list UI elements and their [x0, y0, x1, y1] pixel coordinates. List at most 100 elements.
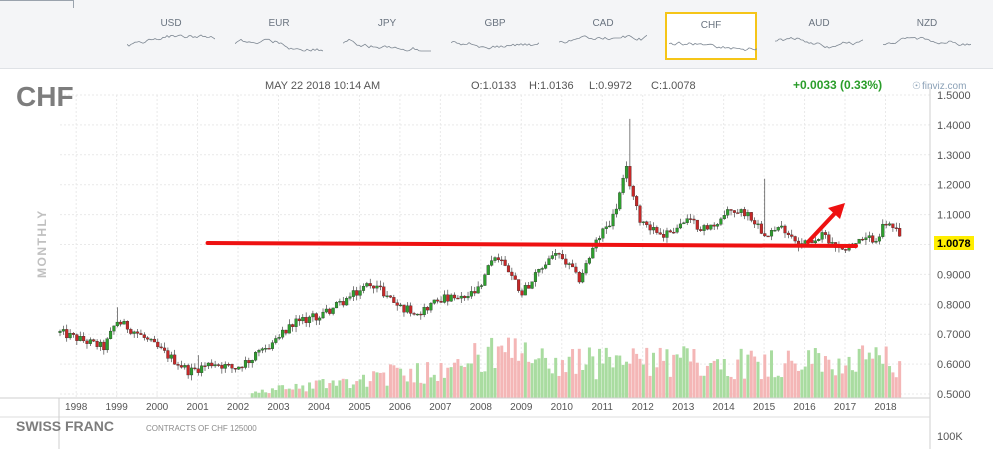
- volume-bar: [314, 380, 318, 398]
- volume-bar: [341, 378, 345, 398]
- candle-body: [631, 185, 635, 197]
- volume-bar: [254, 391, 258, 398]
- candle-body: [264, 348, 268, 350]
- volume-bar: [598, 348, 602, 398]
- candle-body: [429, 303, 433, 311]
- volume-bar: [328, 383, 332, 398]
- candle-body: [61, 329, 65, 332]
- volume-bar: [304, 391, 308, 398]
- volume-bar: [527, 361, 531, 398]
- candle-body: [490, 260, 494, 266]
- volume-bar: [682, 346, 686, 398]
- candle-body: [284, 329, 288, 334]
- ohlc-close: C:1.0078: [651, 80, 696, 92]
- currency-tile-cad[interactable]: CAD: [557, 12, 649, 60]
- currency-tile-chf[interactable]: CHF: [665, 12, 757, 60]
- candle-body: [132, 331, 136, 334]
- candle-body: [257, 350, 261, 353]
- candle-body: [213, 364, 217, 367]
- candle-body: [678, 223, 683, 229]
- volume-bar: [793, 363, 797, 398]
- candle-body: [780, 225, 784, 228]
- volume-bar: [422, 383, 426, 398]
- candle-body: [439, 301, 443, 303]
- candle-body: [173, 354, 177, 365]
- volume-bar: [783, 363, 787, 398]
- candle-body: [571, 263, 575, 268]
- candle-body: [189, 367, 194, 376]
- volume-bar: [729, 376, 733, 398]
- volume-bar: [480, 371, 484, 398]
- currency-tile-gbp[interactable]: GBP: [449, 12, 541, 60]
- volume-bar: [641, 364, 645, 398]
- volume-bar: [871, 358, 875, 398]
- candle-body: [446, 294, 450, 302]
- currency-tile-jpy[interactable]: JPY: [341, 12, 433, 60]
- candle-body: [655, 227, 659, 233]
- volume-bar: [496, 346, 500, 398]
- candle-body: [270, 342, 274, 349]
- candle-body: [790, 234, 794, 237]
- volume-bar: [645, 347, 649, 398]
- volume-bar: [726, 376, 730, 398]
- candle-body: [759, 223, 763, 234]
- candle-body: [361, 286, 366, 291]
- sparkline: [559, 34, 647, 44]
- volume-bar: [361, 374, 365, 398]
- x-tick-label: 2015: [753, 402, 776, 413]
- candle-body: [530, 281, 534, 289]
- volume-bar: [250, 393, 254, 398]
- currency-tile-usd[interactable]: USD: [125, 12, 217, 60]
- candle-body: [506, 265, 511, 273]
- volume-bar: [749, 350, 753, 398]
- current-price-label: 1.0078: [937, 238, 971, 250]
- candle-body: [203, 365, 207, 367]
- volume-bar: [888, 366, 892, 398]
- volume-bar: [493, 367, 497, 398]
- candle-body: [668, 230, 672, 233]
- volume-bar: [759, 379, 763, 398]
- candle-body: [769, 230, 774, 237]
- volume-bar: [695, 362, 699, 398]
- volume-bar: [625, 361, 629, 398]
- candle-body: [884, 223, 888, 226]
- volume-bar: [807, 350, 811, 398]
- volume-bar: [689, 361, 693, 398]
- sparkline: [775, 37, 863, 49]
- volume-bar: [540, 348, 544, 398]
- volume-bar: [550, 373, 554, 398]
- candle-body: [783, 225, 787, 234]
- volume-bar: [355, 381, 359, 398]
- candle-body: [179, 365, 183, 368]
- currency-tile-label: CAD: [592, 18, 614, 29]
- candle-body: [608, 225, 612, 228]
- currency-tile-nzd[interactable]: NZD: [881, 12, 973, 60]
- currency-selector-bar: USD EUR JPY GBP CAD CHF AUD NZD: [0, 0, 993, 69]
- volume-bar: [827, 359, 831, 398]
- candle-body: [537, 269, 541, 273]
- candle-body: [372, 285, 376, 289]
- candle-body: [776, 227, 780, 231]
- currency-tile-aud[interactable]: AUD: [773, 12, 865, 60]
- volume-bar: [442, 377, 446, 398]
- volume-bar: [611, 367, 615, 398]
- volume-bar: [648, 375, 652, 398]
- candle-body: [739, 209, 743, 213]
- volume-bar: [614, 355, 618, 398]
- sparkline: [883, 36, 971, 46]
- candle-body: [422, 307, 426, 316]
- currency-tile-eur[interactable]: EUR: [233, 12, 325, 60]
- candle-body: [402, 304, 406, 313]
- contracts-label: CONTRACTS OF CHF 125000: [146, 424, 257, 433]
- candle-body: [193, 367, 197, 370]
- candle-body: [742, 209, 747, 217]
- candle-body: [281, 329, 285, 338]
- volume-bar: [577, 348, 581, 398]
- candle-body: [206, 362, 210, 367]
- volume-bar: [668, 376, 672, 398]
- candle-body: [719, 218, 723, 225]
- arrow-head: [828, 203, 845, 219]
- volume-bar: [709, 363, 713, 398]
- volume-bar: [564, 372, 568, 398]
- candle-body: [442, 294, 446, 303]
